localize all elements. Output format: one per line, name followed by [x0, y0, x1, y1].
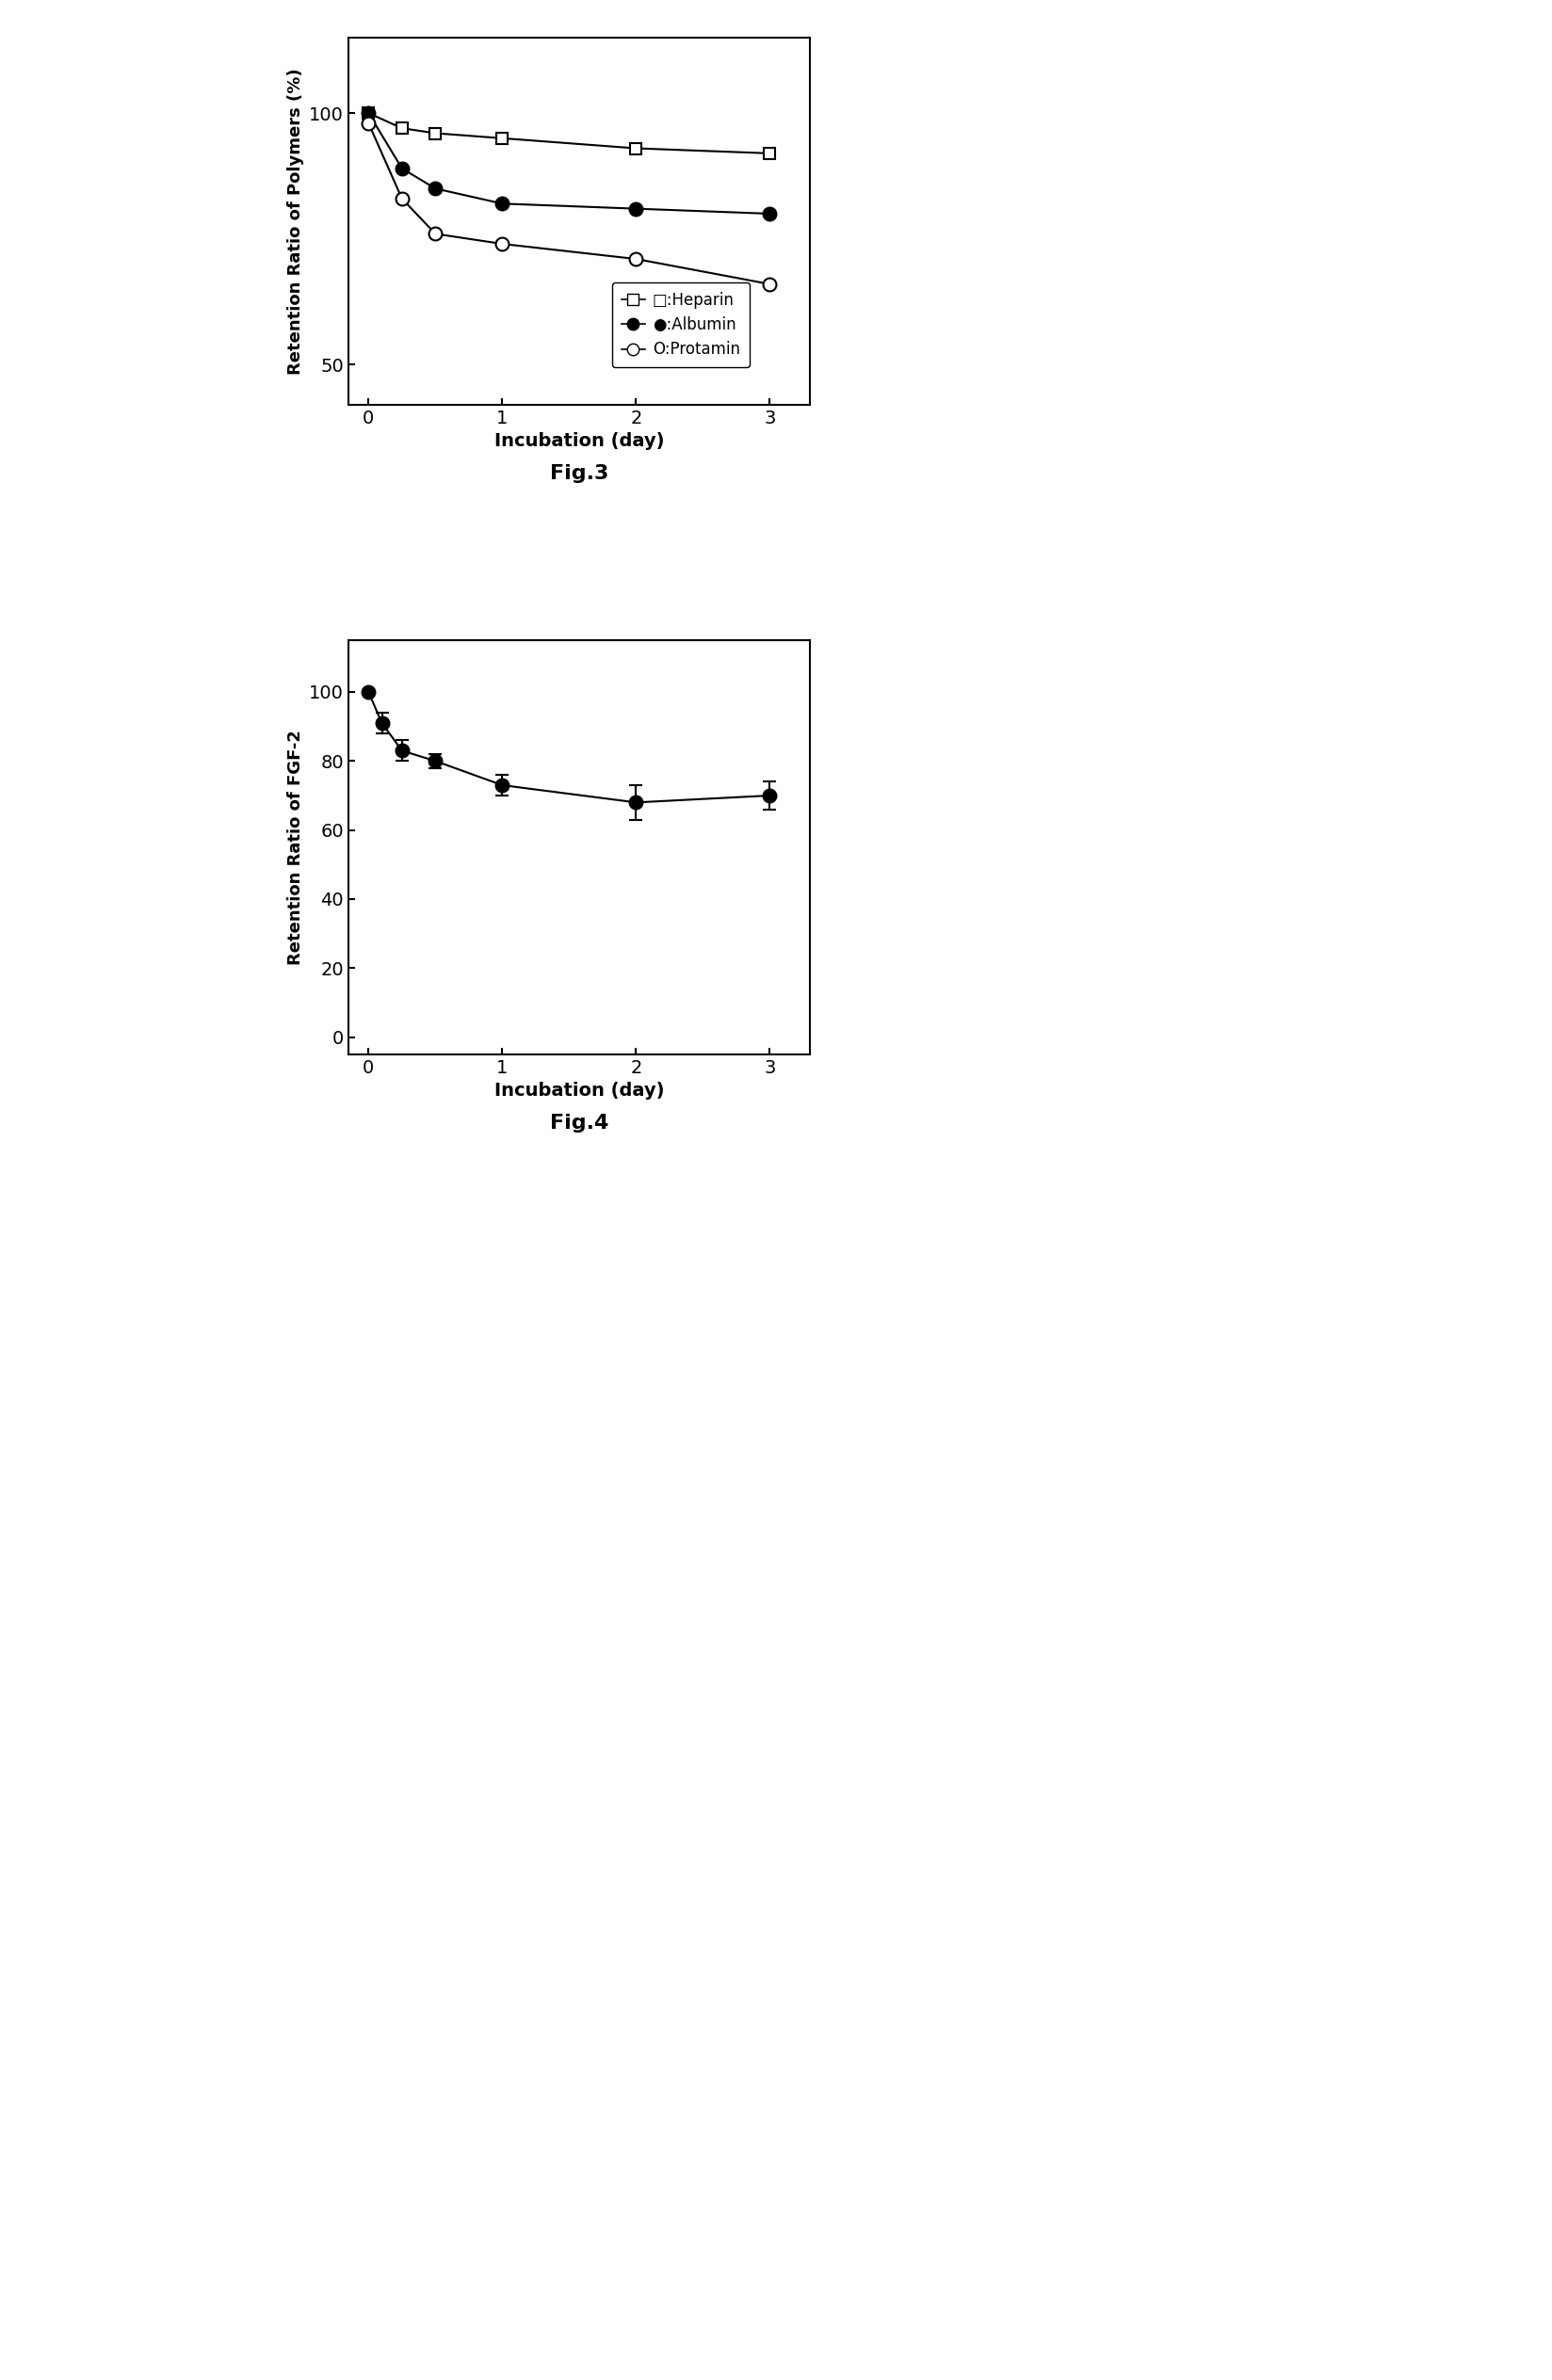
X-axis label: Incubation (day): Incubation (day)	[494, 1083, 664, 1100]
Text: Fig.3: Fig.3	[549, 464, 608, 483]
Text: Fig.4: Fig.4	[549, 1114, 608, 1133]
Legend: □:Heparin, ●:Albumin, O:Protamin: □:Heparin, ●:Albumin, O:Protamin	[611, 283, 750, 367]
Y-axis label: Retention Ratio of Polymers (%): Retention Ratio of Polymers (%)	[287, 69, 304, 374]
X-axis label: Incubation (day): Incubation (day)	[494, 433, 664, 450]
Y-axis label: Retention Ratio of FGF-2: Retention Ratio of FGF-2	[287, 731, 304, 964]
